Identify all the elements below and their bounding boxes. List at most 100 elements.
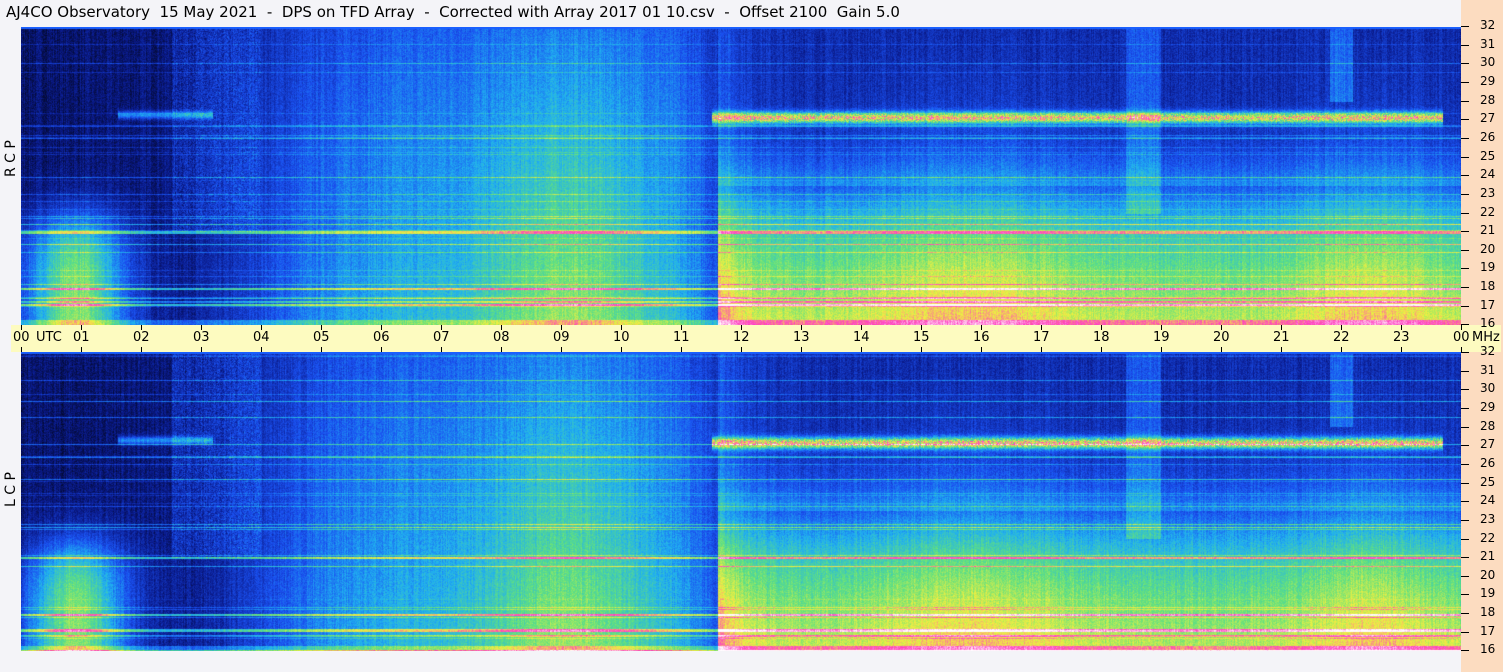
freq-tick <box>1461 175 1469 177</box>
freq-tick-label: 32 <box>1480 344 1496 358</box>
time-tick <box>1221 325 1222 330</box>
freq-tick-label: 19 <box>1480 260 1496 275</box>
time-tick-label: 18 <box>1093 330 1110 345</box>
freq-tick-label: 27 <box>1480 111 1496 126</box>
time-tick-label: 22 <box>1333 330 1350 345</box>
freq-tick-label: 28 <box>1480 92 1496 107</box>
lcp-spectrogram <box>21 352 1461 651</box>
lcp-label: L C P <box>3 472 19 507</box>
time-tick-label: 19 <box>1153 330 1170 345</box>
freq-tick-label: 29 <box>1480 399 1496 414</box>
time-tick <box>1281 325 1282 330</box>
freq-tick <box>1461 650 1469 652</box>
time-tick <box>261 347 262 352</box>
freq-tick <box>1461 445 1469 447</box>
time-tick <box>1161 325 1162 330</box>
time-tick <box>561 325 562 330</box>
time-tick <box>861 347 862 352</box>
freq-tick <box>1461 407 1469 409</box>
time-tick-label: 16 <box>973 330 990 345</box>
time-tick-label: 12 <box>733 330 750 345</box>
time-tick <box>1221 347 1222 352</box>
time-tick <box>141 325 142 330</box>
freq-tick <box>1461 137 1469 139</box>
time-tick <box>321 325 322 330</box>
time-tick-label: 00 <box>13 330 30 345</box>
freq-tick <box>1461 575 1469 577</box>
time-tick <box>21 347 22 352</box>
time-tick <box>1281 347 1282 352</box>
freq-tick-label: 17 <box>1480 297 1496 312</box>
freq-tick <box>1461 212 1469 214</box>
freq-tick-label: 24 <box>1480 493 1496 508</box>
freq-tick <box>1461 305 1469 307</box>
freq-tick-label: 19 <box>1480 586 1496 601</box>
freq-tick <box>1461 193 1469 195</box>
time-tick <box>741 347 742 352</box>
time-tick <box>501 347 502 352</box>
freq-tick <box>1461 231 1469 233</box>
time-tick <box>381 325 382 330</box>
freq-tick-label: 28 <box>1480 418 1496 433</box>
freq-tick <box>1461 482 1469 484</box>
time-tick <box>1401 325 1402 330</box>
time-tick <box>501 325 502 330</box>
freq-tick-label: 29 <box>1480 73 1496 88</box>
freq-tick <box>1461 613 1469 615</box>
time-tick <box>381 347 382 352</box>
time-tick <box>321 347 322 352</box>
time-tick <box>1101 347 1102 352</box>
freq-tick <box>1461 631 1469 633</box>
time-tick <box>681 347 682 352</box>
freq-tick-label: 21 <box>1480 549 1496 564</box>
time-tick <box>1401 347 1402 352</box>
time-tick <box>21 325 22 330</box>
utc-label: UTC <box>36 330 62 345</box>
time-tick <box>561 347 562 352</box>
mhz-label: MHz <box>1472 330 1500 345</box>
freq-tick <box>1461 463 1469 465</box>
time-tick-label: 11 <box>673 330 690 345</box>
time-tick-label: 06 <box>373 330 390 345</box>
freq-tick <box>1461 501 1469 503</box>
time-tick <box>201 325 202 330</box>
time-tick-label: 00 <box>1453 330 1470 345</box>
time-tick-label: 20 <box>1213 330 1230 345</box>
time-tick-label: 14 <box>853 330 870 345</box>
time-tick-label: 13 <box>793 330 810 345</box>
time-tick <box>201 347 202 352</box>
time-tick-label: 07 <box>433 330 450 345</box>
freq-tick-label: 23 <box>1480 511 1496 526</box>
freq-tick <box>1461 426 1469 428</box>
time-tick <box>141 347 142 352</box>
time-tick <box>1161 347 1162 352</box>
freq-tick <box>1461 100 1469 102</box>
freq-tick <box>1461 287 1469 289</box>
time-tick <box>621 325 622 330</box>
time-tick-label: 08 <box>493 330 510 345</box>
time-tick <box>1341 347 1342 352</box>
time-tick-label: 04 <box>253 330 270 345</box>
time-axis-band <box>11 325 1501 352</box>
freq-tick-label: 20 <box>1480 567 1496 582</box>
freq-tick-label: 24 <box>1480 167 1496 182</box>
freq-tick-label: 16 <box>1480 642 1496 657</box>
freq-tick <box>1461 324 1469 326</box>
freq-tick-label: 32 <box>1480 18 1496 32</box>
freq-tick <box>1461 268 1469 270</box>
freq-tick-label: 17 <box>1480 623 1496 638</box>
freq-tick <box>1461 156 1469 158</box>
freq-tick-label: 31 <box>1480 362 1496 377</box>
freq-tick <box>1461 44 1469 46</box>
time-tick <box>861 325 862 330</box>
freq-tick <box>1461 26 1469 27</box>
time-tick <box>981 347 982 352</box>
time-tick <box>981 325 982 330</box>
time-tick <box>621 347 622 352</box>
time-tick <box>81 325 82 330</box>
freq-tick <box>1461 119 1469 121</box>
freq-tick-label: 25 <box>1480 474 1496 489</box>
time-tick <box>921 347 922 352</box>
freq-tick-label: 31 <box>1480 36 1496 51</box>
time-tick <box>1461 347 1462 352</box>
